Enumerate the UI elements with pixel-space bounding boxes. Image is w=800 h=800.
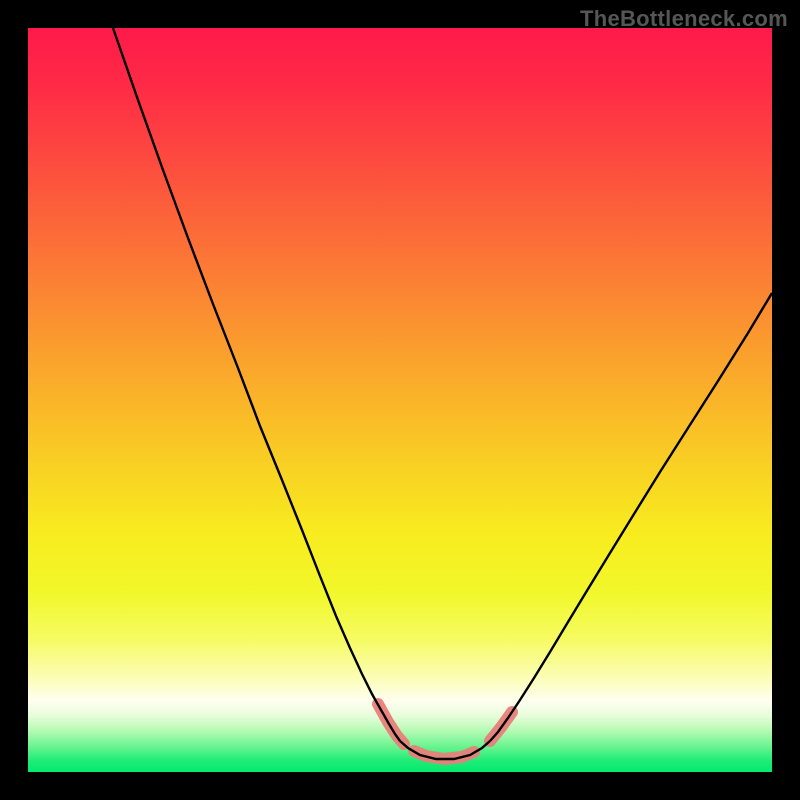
watermark-text: TheBottleneck.com [580, 6, 788, 32]
plot-area [28, 28, 772, 772]
outer-frame: TheBottleneck.com [0, 0, 800, 800]
background-gradient [28, 28, 772, 772]
